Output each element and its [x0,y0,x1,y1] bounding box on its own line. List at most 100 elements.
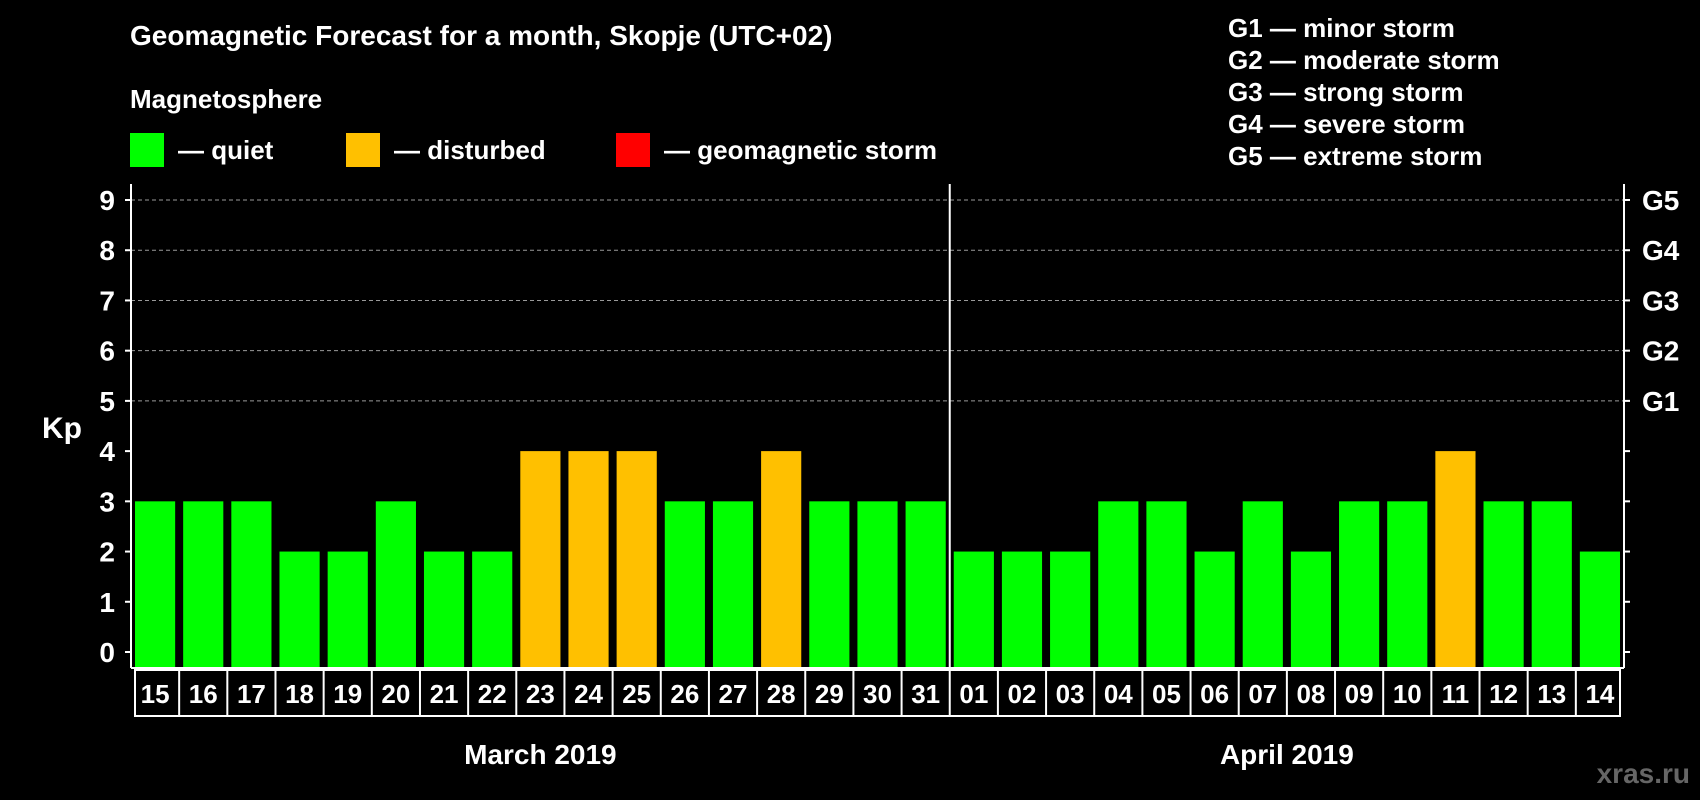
day-label-7: 21 [430,679,459,709]
day-label-6: 20 [381,679,410,709]
y-tick-label-6: 6 [99,336,115,367]
legend-quiet: — quiet [130,133,273,167]
day-label-3: 17 [237,679,266,709]
bar-24 [1242,501,1283,668]
right-axis-label-g4: G4 [1642,235,1680,266]
legend-label-quiet: — quiet [178,134,274,165]
bar-19 [1001,551,1043,668]
y-tick-label-2: 2 [99,537,115,568]
bar-15 [809,501,850,668]
right-axis-label-g2: G2 [1642,336,1679,367]
day-label-18: 01 [959,679,988,709]
day-label-9: 23 [526,679,555,709]
bar-1 [135,501,176,668]
right-axis-label-g5: G5 [1642,185,1679,216]
legend-swatch-disturbed [346,133,380,167]
y-tick-label-0: 0 [99,637,115,668]
day-label-21: 04 [1104,679,1133,709]
storm-level-legend: G1 — minor storm G2 — moderate storm G3 … [1228,12,1500,172]
storm-level-g5: G5 — extreme storm [1228,141,1483,171]
storm-level-g3: G3 — strong storm [1228,77,1464,107]
day-label-30: 13 [1537,679,1566,709]
bar-16 [857,501,898,668]
day-label-strip [134,669,1621,717]
day-label-20: 03 [1056,679,1085,709]
bar-21 [1098,501,1139,668]
bar-22 [1146,501,1187,668]
bar-23 [1194,551,1235,668]
bar-28 [1435,451,1476,668]
day-label-28: 11 [1442,679,1470,709]
bar-14 [761,451,802,668]
bar-17 [905,501,946,668]
day-label-12: 26 [670,679,699,709]
y-tick-label-5: 5 [99,386,115,417]
day-label-22: 05 [1152,679,1181,709]
day-label-27: 10 [1393,679,1422,709]
y-tick-label-4: 4 [99,436,115,467]
day-label-23: 06 [1200,679,1229,709]
y-tick-label-8: 8 [99,235,115,266]
bar-31 [1579,551,1620,668]
day-label-31: 14 [1585,679,1614,709]
month-label-1: March 2019 [464,739,617,770]
bar-18 [953,551,994,668]
day-label-4: 18 [285,679,314,709]
bar-11 [616,451,657,668]
day-label-2: 16 [189,679,218,709]
y-tick-label-3: 3 [99,486,115,517]
day-label-5: 19 [333,679,362,709]
bar-29 [1483,501,1524,668]
day-label-25: 08 [1296,679,1325,709]
bar-7 [423,551,465,668]
day-label-19: 02 [1008,679,1037,709]
right-axis-label-g3: G3 [1642,285,1679,316]
bar-9 [520,451,561,668]
bar-3 [231,501,272,668]
bar-26 [1339,501,1380,668]
bar-25 [1290,551,1332,668]
day-label-24: 07 [1248,679,1277,709]
y-tick-label-7: 7 [99,285,115,316]
day-label-10: 24 [574,679,603,709]
bar-27 [1387,501,1428,668]
right-axis-label-g1: G1 [1642,386,1679,417]
bar-5 [327,551,368,668]
day-label-16: 30 [863,679,892,709]
bar-2 [183,501,224,668]
day-label-17: 31 [911,679,940,709]
bar-20 [1050,551,1091,668]
day-label-8: 22 [478,679,507,709]
legend-label-storm: — geomagnetic storm [664,134,938,165]
y-tick-label-9: 9 [99,185,115,216]
bar-30 [1531,501,1572,668]
legend-swatch-storm [616,133,650,167]
y-axis-label: Kp [42,412,82,445]
day-label-1: 15 [141,679,170,709]
legend-swatch-quiet [130,133,164,167]
bar-10 [568,451,609,668]
legend-disturbed: — disturbed [346,133,546,167]
day-label-11: 25 [622,679,651,709]
y-tick-label-1: 1 [99,587,115,618]
day-label-14: 28 [767,679,796,709]
day-label-29: 12 [1489,679,1518,709]
month-label-2: April 2019 [1220,739,1354,770]
watermark: xras.ru [1596,758,1690,789]
chart-title: Geomagnetic Forecast for a month, Skopje… [130,20,833,51]
storm-level-g1: G1 — minor storm [1228,13,1455,43]
day-label-26: 09 [1345,679,1374,709]
bar-4 [279,551,320,668]
day-label-15: 29 [815,679,844,709]
bar-6 [375,501,416,668]
storm-level-g4: G4 — severe storm [1228,109,1466,139]
bar-13 [712,501,754,668]
storm-level-g2: G2 — moderate storm [1228,45,1500,75]
bar-12 [664,501,705,668]
bar-8 [472,551,513,668]
legend-label-disturbed: — disturbed [394,134,546,165]
legend-heading: Magnetosphere [130,84,323,114]
legend-storm: — geomagnetic storm [616,133,937,167]
day-label-13: 27 [719,679,748,709]
